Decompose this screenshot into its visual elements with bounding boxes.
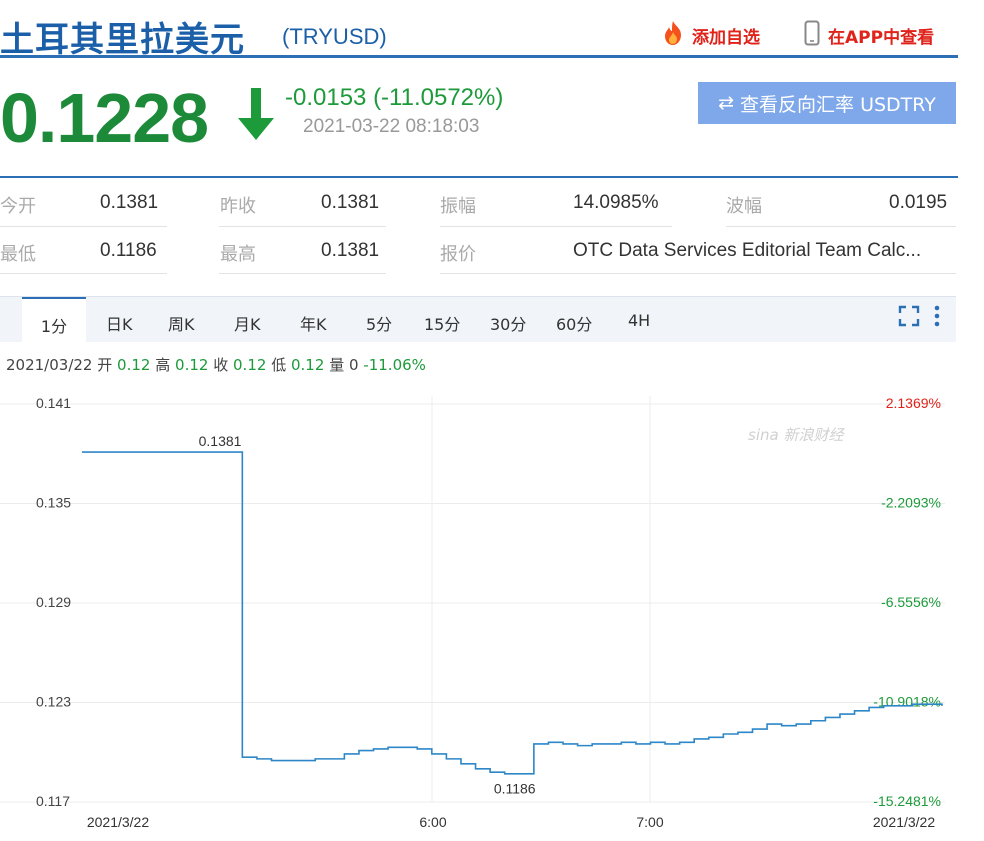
ohlc-open-label: 开 — [97, 356, 113, 374]
price-line — [82, 451, 943, 775]
stat-label-high: 最高 — [220, 244, 256, 265]
data-label: 0.1186 — [494, 780, 536, 796]
tab-yearly[interactable]: 年K — [300, 315, 327, 334]
ohlc-close-label: 收 — [213, 356, 229, 374]
more-menu-icon[interactable] — [934, 305, 940, 332]
reverse-rate-label: 查看反向汇率 USDTRY — [740, 93, 936, 116]
stat-label-amplitude: 振幅 — [440, 196, 476, 217]
row-divider — [0, 273, 167, 274]
phone-icon — [804, 20, 820, 51]
row-divider — [726, 226, 956, 227]
stat-value-amplitude: 14.0985% — [573, 192, 659, 213]
tab-daily[interactable]: 日K — [106, 315, 133, 334]
stat-value-high: 0.1381 — [321, 240, 380, 261]
row-divider — [440, 273, 956, 274]
fire-icon — [660, 20, 686, 51]
stat-label-prev-close: 昨收 — [220, 196, 256, 217]
stat-value-prev-close: 0.1381 — [321, 192, 380, 213]
sina-watermark: sina 新浪财经 — [748, 426, 844, 444]
add-favorite-button[interactable]: 添加自选 — [660, 20, 760, 51]
ohlc-close: 0.12 — [233, 356, 267, 374]
tab-weekly[interactable]: 周K — [168, 315, 195, 334]
price-change: -0.0153 (-11.0572%) — [285, 84, 504, 111]
data-label: 0.1381 — [199, 433, 242, 449]
tab-5min[interactable]: 5分 — [366, 315, 393, 334]
ohlc-vol: 0 — [348, 356, 359, 374]
view-in-app-label: 在APP中查看 — [828, 28, 935, 48]
y-tick-label: 0.117 — [36, 793, 70, 809]
reverse-rate-button[interactable]: ⇄ 查看反向汇率 USDTRY — [698, 82, 956, 124]
ohlc-low-label: 低 — [271, 356, 287, 374]
y-tick-label: 0.135 — [36, 495, 71, 511]
pct-tick-label: -15.2481% — [873, 793, 941, 809]
y-tick-label: 0.141 — [36, 395, 71, 411]
row-divider — [219, 226, 386, 227]
tab-monthly[interactable]: 月K — [234, 315, 261, 334]
swap-icon: ⇄ — [718, 92, 735, 114]
pct-tick-label: 2.1369% — [886, 395, 941, 411]
ohlc-high-label: 高 — [155, 356, 171, 374]
row-divider — [219, 273, 386, 274]
stat-value-open: 0.1381 — [100, 192, 159, 213]
stat-label-low: 最低 — [0, 244, 36, 265]
fullscreen-icon[interactable] — [898, 305, 920, 332]
x-tick-label: 2021/3/22 — [873, 814, 935, 830]
view-in-app-button[interactable]: 在APP中查看 — [804, 20, 934, 51]
ohlc-summary: 2021/03/22 开 0.12 高 0.12 收 0.12 低 0.12 量… — [6, 354, 426, 375]
stats-row-2: 最低 0.1186 最高 0.1381 报价 OTC Data Services… — [0, 226, 958, 274]
tab-30min[interactable]: 30分 — [490, 315, 527, 334]
chart-period-tabs: 1分 日K 周K 月K 年K 5分 15分 30分 60分 4H — [0, 296, 956, 343]
down-arrow-icon — [236, 86, 276, 147]
add-favorite-label: 添加自选 — [692, 28, 760, 48]
ohlc-date: 2021/03/22 — [6, 356, 93, 374]
ohlc-open: 0.12 — [117, 356, 151, 374]
pct-tick-label: -2.2093% — [881, 495, 941, 511]
tab-1min[interactable]: 1分 — [22, 297, 86, 343]
tab-60min[interactable]: 60分 — [556, 315, 593, 334]
price-chart[interactable]: 0.141 0.135 0.129 0.123 0.117 2.1369% -2.2093%… — [0, 380, 984, 841]
current-price: 0.1228 — [0, 79, 209, 157]
stat-value-range: 0.0195 — [889, 192, 948, 213]
y-tick-label: 0.123 — [36, 694, 71, 710]
pct-tick-label: -6.5556% — [881, 594, 941, 610]
tab-15min[interactable]: 15分 — [424, 315, 461, 334]
stat-label-quote-source: 报价 — [440, 244, 476, 265]
currency-code: (TRYUSD) — [282, 24, 387, 49]
row-divider — [0, 226, 167, 227]
stats-row-1: 今开 0.1381 昨收 0.1381 振幅 14.0985% 波幅 0.019… — [0, 178, 958, 226]
row-divider — [440, 226, 672, 227]
x-tick-label: 7:00 — [636, 814, 663, 830]
stat-value-quote-source: OTC Data Services Editorial Team Calc... — [573, 240, 922, 261]
page-title: 土耳其里拉美元 — [0, 20, 245, 60]
x-tick-label: 6:00 — [419, 814, 446, 830]
stats-divider — [0, 176, 958, 178]
ohlc-low: 0.12 — [291, 356, 325, 374]
stat-label-open: 今开 — [0, 196, 36, 217]
quote-time: 2021-03-22 08:18:03 — [303, 116, 480, 137]
stat-value-low: 0.1186 — [100, 240, 157, 261]
y-tick-label: 0.129 — [36, 594, 71, 610]
title-bar: 土耳其里拉美元 (TRYUSD) 添加自选 在APP中查看 — [0, 8, 958, 60]
x-tick-label: 2021/3/22 — [87, 814, 149, 830]
ohlc-pct: -11.06% — [363, 356, 426, 374]
ohlc-high: 0.12 — [175, 356, 209, 374]
tab-4h[interactable]: 4H — [628, 311, 651, 330]
ohlc-vol-label: 量 — [329, 356, 345, 374]
stat-label-range: 波幅 — [726, 196, 762, 217]
